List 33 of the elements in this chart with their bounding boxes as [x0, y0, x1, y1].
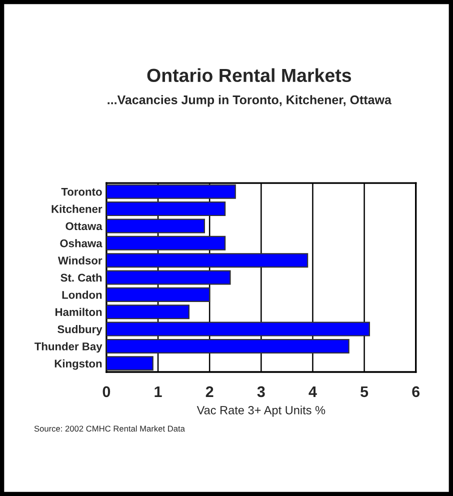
y-tick-label: Hamilton	[56, 308, 102, 316]
bar	[106, 338, 350, 354]
x-tick-label: 4	[308, 386, 317, 397]
chart-title: Ontario Rental Markets	[147, 68, 352, 82]
y-tick-label: Kitchener	[52, 204, 102, 213]
source-note: Source: 2002 CMHC Rental Market Data	[34, 425, 185, 432]
bar	[106, 253, 308, 268]
y-tick-label: St. Cath	[60, 273, 102, 282]
y-tick-label: Oshawa	[60, 239, 102, 248]
x-axis-title: Vac Rate 3+ Apt Units %	[196, 406, 326, 417]
bar	[106, 287, 210, 302]
bar	[106, 304, 190, 320]
x-tick-label: 3	[257, 386, 265, 398]
x-tick-label: 5	[360, 386, 368, 398]
x-tick-label: 1	[154, 386, 162, 397]
bar	[106, 270, 231, 285]
y-tick-label: Kingston	[54, 359, 102, 370]
y-tick-label: Thunder Bay	[34, 342, 102, 353]
bar	[106, 184, 236, 199]
y-tick-label: Ottawa	[66, 222, 102, 230]
y-tick-label: Toronto	[61, 188, 102, 196]
y-tick-label: Sudbury	[58, 325, 102, 336]
bar	[106, 322, 370, 336]
x-tick-label: 6	[412, 386, 420, 398]
bar	[106, 202, 226, 216]
x-tick-label: 0	[102, 386, 110, 398]
x-tick-label: 2	[206, 386, 214, 397]
bar	[106, 218, 205, 234]
chart-subtitle: ...Vacancies Jump in Toronto, Kitchener, Ottawa	[108, 95, 392, 107]
bar	[106, 236, 226, 250]
y-tick-label: Windsor	[58, 256, 102, 264]
bar	[106, 356, 154, 371]
y-tick-label: London	[62, 290, 102, 299]
